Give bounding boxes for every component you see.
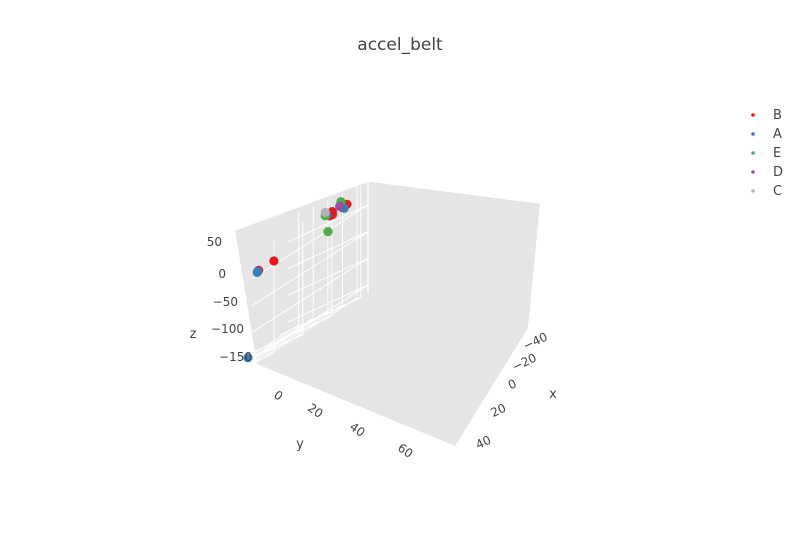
legend-item-c[interactable]: C bbox=[751, 184, 782, 199]
legend-item-a[interactable]: A bbox=[751, 127, 782, 142]
legend-item-d[interactable]: D bbox=[751, 165, 783, 180]
grid-line bbox=[251, 231, 369, 306]
data-points bbox=[243, 197, 352, 363]
data-point-a[interactable] bbox=[243, 353, 253, 363]
x-axis-label: x bbox=[549, 387, 557, 402]
legend-marker bbox=[751, 132, 755, 136]
x-tick: 40 bbox=[473, 433, 493, 452]
y-tick: 40 bbox=[347, 420, 368, 440]
z-tick-labels: 50 0 −50 −100 −150 bbox=[207, 235, 252, 364]
legend-item-e[interactable]: E bbox=[751, 146, 781, 161]
data-point-a[interactable] bbox=[253, 266, 263, 276]
back-wall-right bbox=[368, 181, 540, 328]
x-tick: −20 bbox=[510, 351, 539, 374]
legend-marker bbox=[751, 189, 755, 193]
data-point-c[interactable] bbox=[320, 207, 330, 217]
y-tick: 60 bbox=[395, 441, 416, 461]
data-point-b[interactable] bbox=[269, 256, 279, 266]
legend-label: A bbox=[773, 127, 782, 142]
legend-marker bbox=[751, 170, 755, 174]
grid-line bbox=[241, 297, 358, 373]
legend-label: C bbox=[773, 184, 782, 199]
grid-line bbox=[197, 317, 314, 393]
x-tick: −40 bbox=[521, 330, 550, 353]
grid-line bbox=[182, 324, 299, 400]
legend-marker bbox=[751, 151, 755, 155]
grid-line bbox=[251, 284, 369, 360]
legend-label: B bbox=[773, 108, 782, 123]
data-point-e[interactable] bbox=[323, 227, 333, 237]
grid-line bbox=[226, 304, 343, 379]
x-tick: 20 bbox=[488, 401, 508, 420]
z-tick: −100 bbox=[211, 322, 244, 336]
grid-line bbox=[251, 257, 369, 333]
floor-plane bbox=[257, 293, 528, 446]
data-point-d[interactable] bbox=[335, 201, 345, 211]
z-axis-label: z bbox=[190, 327, 197, 342]
x-tick: 0 bbox=[506, 376, 519, 392]
z-tick: −150 bbox=[219, 350, 252, 364]
chart-title: accel_belt bbox=[357, 35, 443, 55]
legend-marker bbox=[751, 113, 755, 117]
y-axis-label: y bbox=[296, 437, 304, 452]
z-tick: 0 bbox=[218, 267, 226, 281]
legend-label: E bbox=[773, 146, 781, 161]
grid-lines bbox=[182, 185, 369, 400]
grid-line bbox=[251, 204, 369, 280]
z-tick: 50 bbox=[207, 235, 222, 249]
legend-item-b[interactable]: B bbox=[751, 108, 782, 123]
y-tick: 20 bbox=[305, 401, 326, 421]
y-tick: 0 bbox=[271, 388, 285, 404]
z-tick: −50 bbox=[213, 295, 238, 309]
legend: B A E D C bbox=[751, 108, 783, 199]
legend-label: D bbox=[773, 165, 783, 180]
grid-line bbox=[211, 311, 329, 386]
